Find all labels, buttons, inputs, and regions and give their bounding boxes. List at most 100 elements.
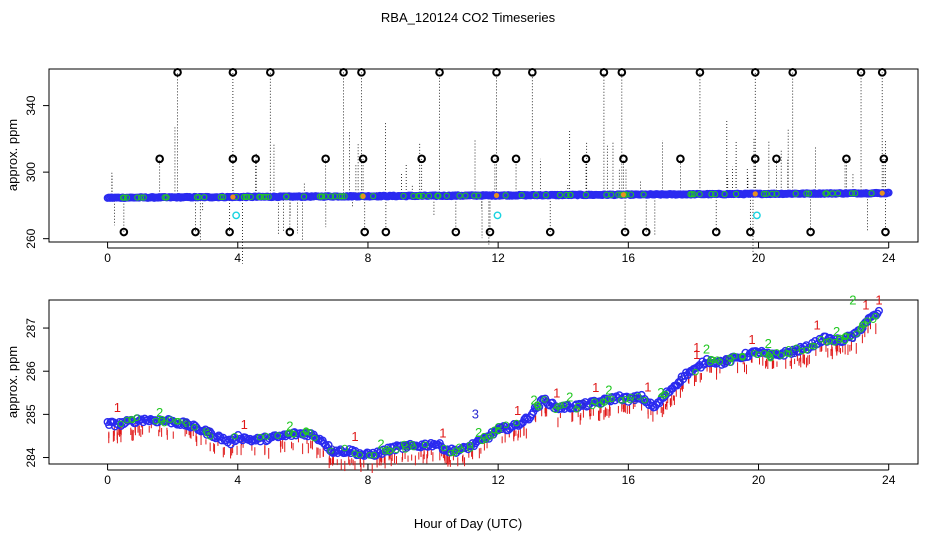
series-point-flag (409, 443, 417, 451)
flag-label: 2 (657, 385, 664, 400)
flag-label: 1 (813, 318, 820, 333)
baseline-point-flag (322, 193, 329, 200)
series-point (659, 393, 668, 402)
series-point-flag (707, 355, 715, 363)
flag-label: 1 (693, 347, 700, 362)
baseline-point-flag (502, 192, 509, 199)
outlier-point (228, 154, 238, 164)
baseline-point-flag (532, 192, 539, 199)
top-panel: approx. ppm 0 4 8 12 16 20 24 260 300 340 (5, 68, 919, 265)
series-point-flag (557, 402, 564, 409)
top-y-tick-label: 340 (24, 95, 38, 115)
baseline-point-flag (140, 194, 147, 201)
series-point-flag (366, 452, 373, 459)
series-point-flag (117, 420, 125, 428)
baseline-point-flag (300, 193, 308, 200)
series-point-flag (766, 353, 773, 360)
outlier-point (676, 154, 685, 164)
outlier-point (881, 227, 890, 237)
bottom-x-tick-label: 20 (752, 473, 766, 487)
flag-label: 2 (849, 292, 856, 307)
series-point-flag (166, 416, 174, 423)
baseline-point-flag (456, 192, 463, 199)
baseline-point-flag (556, 191, 564, 199)
flag-label: 1 (644, 379, 651, 394)
baseline-point-flag (773, 190, 780, 197)
calibration-point (752, 211, 761, 220)
baseline-point-flag (341, 193, 348, 200)
series-point-flag (290, 430, 297, 438)
bottom-y-tick-label: 286 (24, 361, 38, 381)
outlier-point (750, 154, 760, 164)
top-data-points (103, 68, 893, 237)
series-point-flag (811, 343, 818, 350)
series-point-flag (263, 433, 270, 440)
series-point-flag (286, 429, 293, 436)
series-point-flag (160, 419, 168, 427)
flag-label: 1 (514, 403, 521, 418)
outlier-point (806, 227, 815, 237)
series-point-flag (231, 432, 239, 440)
baseline-point-flag (195, 194, 202, 201)
outlier-point (772, 154, 781, 164)
baseline-point-flag (852, 190, 859, 197)
outlier-point (619, 154, 628, 164)
outlier-point (173, 68, 182, 77)
series-point-flag (440, 444, 448, 452)
baseline-point-flag (475, 192, 482, 199)
bottom-x-tick-label: 0 (104, 473, 111, 487)
series-point-flag (182, 418, 189, 426)
outlier-point (119, 227, 129, 237)
outlier-point (358, 154, 368, 164)
outlier-point (842, 154, 851, 164)
series-point-flag (561, 401, 568, 408)
bottom-x-tick-label: 8 (365, 473, 372, 487)
top-x-tick-label: 4 (234, 251, 241, 265)
flag-label: 1 (875, 292, 882, 307)
outlier-point (528, 68, 537, 77)
series-point-flag (152, 417, 160, 425)
series-point-flag (716, 358, 723, 365)
baseline-point-flag (338, 193, 346, 200)
outlier-point (451, 227, 461, 237)
baseline-point-flag (318, 193, 325, 200)
series-point (874, 306, 883, 315)
bottom-y-tick-label: 287 (24, 318, 38, 338)
series-point-flag (660, 392, 668, 399)
baseline-point-flag (400, 192, 407, 200)
top-x-tick-label: 16 (622, 251, 636, 265)
outlier-point (711, 227, 721, 237)
series-point-flag (370, 451, 378, 459)
series-point-flag (842, 332, 850, 340)
marker-point (620, 192, 627, 198)
series-point-flag (641, 396, 648, 404)
baseline-point-flag (163, 194, 170, 201)
top-spike-lines (111, 72, 886, 264)
baseline-point-flag (137, 194, 145, 201)
series-point-flag (299, 430, 307, 438)
baseline-point-flag (434, 192, 441, 199)
bottom-x-tick-label: 16 (622, 473, 636, 487)
flag-label: 2 (156, 405, 163, 420)
flag-label: 2 (605, 383, 612, 398)
baseline-point-flag (283, 193, 290, 200)
baseline-point-flag (265, 193, 272, 200)
baseline-point-flag (687, 191, 694, 198)
outlier-point (856, 68, 866, 77)
series-point-flag (351, 450, 359, 457)
baseline-point-flag (563, 191, 570, 199)
flag-label: 3 (677, 373, 684, 388)
series-point-flag (692, 368, 699, 376)
series-point-flag (596, 401, 604, 409)
series-point-flag (202, 427, 210, 435)
series-point-flag (490, 426, 498, 434)
series-point-flag (466, 445, 474, 452)
series-point-flag (383, 446, 391, 453)
baseline-point-flag (518, 192, 525, 199)
outlier-point (435, 68, 444, 77)
series-point-flag (823, 338, 830, 346)
series-point-flag (421, 441, 429, 449)
series-point-flag (783, 349, 791, 357)
outlier-point (417, 154, 426, 164)
outlier-point (485, 227, 495, 237)
